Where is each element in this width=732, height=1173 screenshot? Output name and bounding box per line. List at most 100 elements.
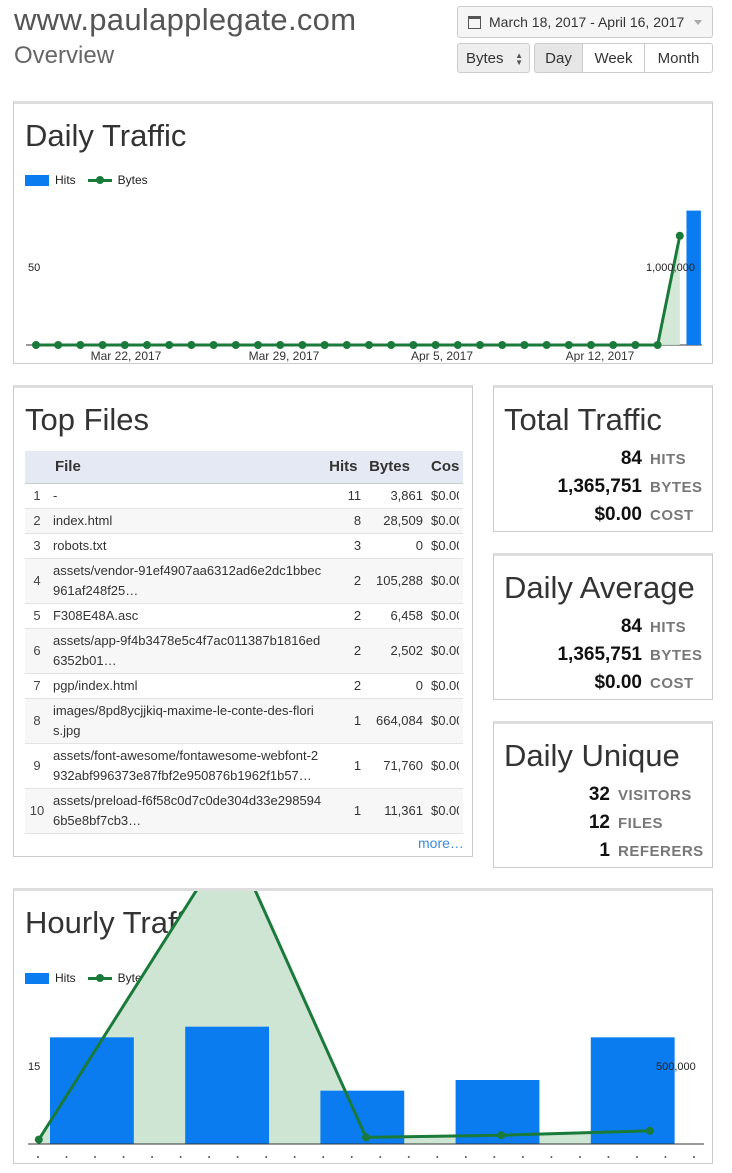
hour-tick	[293, 1156, 296, 1158]
hits-cell: 1	[325, 788, 366, 834]
table-row[interactable]: 10 assets/preload-f6f58c0d7c0de304d33e298…	[25, 788, 463, 834]
daily-traffic-chart: 50 1,000,000 Mar 22, 2017 Mar 29, 2017 A…	[26, 210, 702, 362]
legend-bytes-label: Bytes	[117, 173, 148, 187]
cost-cell: $0.00	[426, 628, 463, 674]
stat-row: 12 FILES	[494, 812, 704, 840]
stat-row: 1,365,751 BYTES	[494, 644, 704, 672]
stat-row: $0.00 COST	[494, 504, 704, 532]
col-hits[interactable]: Hits	[325, 451, 366, 484]
hits-cell: 8	[325, 508, 366, 534]
cost-cell: $0.00	[426, 508, 463, 534]
daily-average-panel: Daily Average 84 HITS 1,365,751 BYTES $0.0…	[493, 553, 713, 700]
daily-bytes-point	[276, 341, 285, 349]
hour-tick	[635, 1156, 638, 1158]
hour-tick	[94, 1156, 97, 1158]
legend-hits-swatch	[25, 174, 49, 186]
row-index: 8	[25, 698, 49, 744]
hits-cell: 11	[325, 483, 366, 509]
top-files-table-wrap[interactable]: File Hits Bytes Cost 1-113,861$0.002inde…	[25, 451, 463, 834]
file-name-cell[interactable]: assets/preload-f6f58c0d7c0de304d33e29859…	[48, 788, 326, 834]
daily-bytes-point	[54, 341, 63, 349]
file-name-cell[interactable]: assets/app-9f4b3478e5c4f7ac011387b1816ed…	[48, 628, 326, 674]
daily-bytes-point	[609, 341, 618, 349]
top-files-panel: Top Files File Hits Bytes Cost 1-113,861…	[13, 385, 473, 857]
daily-traffic-panel: Daily Traffic Hits Bytes 50 1,000,000 Ma…	[13, 101, 713, 364]
stat-value: 32	[588, 784, 610, 805]
daily-unique-title: Daily Unique	[504, 738, 680, 773]
bytes-cell: 2,502	[365, 628, 427, 674]
bytes-cell: 0	[365, 533, 427, 559]
daily-bytes-point	[631, 341, 640, 349]
stat-label: COST	[650, 507, 694, 524]
file-name-cell[interactable]: -	[48, 483, 326, 509]
stat-value: 1,365,751	[557, 476, 642, 497]
hour-tick	[37, 1156, 39, 1158]
hits-cell: 1	[325, 698, 366, 744]
hourly-hits-bar	[185, 1026, 270, 1144]
col-cost[interactable]: Cost	[426, 451, 463, 484]
cost-cell: $0.00	[426, 788, 463, 834]
row-index: 6	[25, 628, 49, 674]
legend-bytes-swatch	[87, 973, 112, 982]
period-month-button[interactable]: Month	[644, 43, 713, 73]
hour-tick	[578, 1156, 581, 1158]
daily-bytes-area	[36, 235, 680, 345]
stat-value: 1	[599, 840, 610, 861]
file-name-cell[interactable]: assets/font-awesome/fontawesome-webfont-…	[48, 743, 326, 789]
site-title: www.paulapplegate.com	[14, 2, 357, 37]
bytes-cell: 28,509	[365, 508, 427, 534]
file-name-cell[interactable]: images/8pd8ycjjkiq-maxime-le-conte-des-f…	[48, 698, 326, 744]
daily-bytes-point	[320, 341, 329, 349]
table-row[interactable]: 8 images/8pd8ycjjkiq-maxime-le-conte-des-…	[25, 698, 463, 744]
file-name-cell[interactable]: index.html	[48, 508, 326, 534]
top-files-title: Top Files	[25, 402, 150, 437]
row-index: 7	[25, 673, 49, 699]
file-name-cell[interactable]: F308E48A.asc	[48, 603, 326, 629]
hits-cell: 2	[325, 673, 366, 699]
row-index: 10	[25, 788, 49, 834]
col-bytes[interactable]: Bytes	[365, 451, 427, 484]
legend-hits-label: Hits	[55, 173, 76, 187]
daily-bytes-point	[120, 341, 129, 349]
hourly-hits-bar	[320, 1090, 405, 1144]
bytes-cell: 3,861	[365, 483, 427, 509]
file-name-cell[interactable]: assets/vendor-91ef4907aa6312ad6e2dc1bbec…	[48, 558, 326, 604]
table-row[interactable]: 6 assets/app-9f4b3478e5c4f7ac011387b1816e…	[25, 628, 463, 674]
total-traffic-stats: 84 HITS 1,365,751 BYTES $0.00 COST	[494, 448, 704, 532]
stat-value: 1,365,751	[557, 644, 642, 665]
page-subtitle: Overview	[14, 42, 115, 69]
period-day-button[interactable]: Day	[534, 43, 583, 73]
date-range-picker[interactable]: March 18, 2017 - April 16, 2017	[457, 6, 713, 38]
stat-label: FILES	[618, 815, 664, 832]
total-traffic-title: Total Traffic	[504, 402, 662, 437]
daily-bytes-point	[98, 341, 107, 349]
daily-date-label: Apr 5, 2017	[411, 349, 473, 362]
metric-select[interactable]: Bytes ▲ ▼	[457, 43, 530, 73]
row-index: 5	[25, 603, 49, 629]
table-row[interactable]: 4 assets/vendor-91ef4907aa6312ad6e2dc1bbe…	[25, 558, 463, 604]
legend-hits-swatch	[25, 972, 49, 984]
daily-left-tick: 50	[28, 262, 40, 274]
cost-cell: $0.00	[426, 558, 463, 604]
stat-value: $0.00	[594, 504, 642, 525]
row-index: 9	[25, 743, 49, 789]
hour-tick	[521, 1156, 524, 1158]
daily-bytes-point	[187, 341, 196, 349]
table-row[interactable]: 9 assets/font-awesome/fontawesome-webfont…	[25, 743, 463, 789]
caret-down-icon	[694, 20, 702, 25]
col-file[interactable]: File	[48, 451, 326, 484]
daily-right-tick: 1,000,000	[646, 262, 695, 274]
hour-tick	[693, 1156, 695, 1158]
daily-hits-bar	[686, 210, 701, 345]
cost-cell: $0.00	[426, 603, 463, 629]
period-week-button[interactable]: Week	[582, 43, 645, 73]
file-name-cell[interactable]: pgp/index.html	[48, 673, 326, 699]
file-name-cell[interactable]: robots.txt	[48, 533, 326, 559]
table-row[interactable]: 1-113,861$0.00	[25, 483, 463, 509]
daily-bytes-point	[498, 341, 507, 349]
more-files-link[interactable]: more…	[418, 835, 464, 851]
